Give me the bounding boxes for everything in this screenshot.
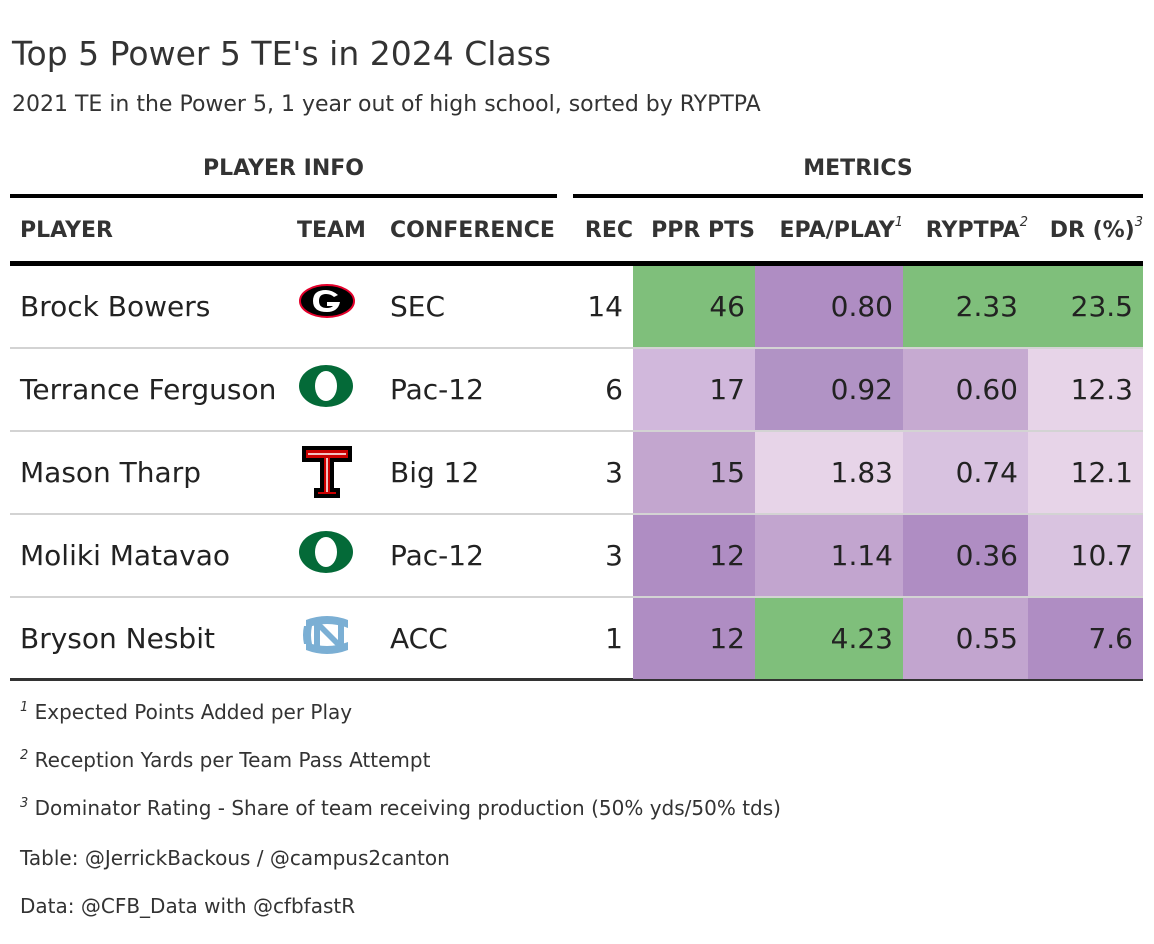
col-team: TEAM	[297, 218, 366, 243]
epa-cell: 4.23	[755, 598, 903, 679]
ppr-cell: 12	[633, 515, 755, 596]
oregon-logo-icon	[298, 361, 356, 419]
conference: Pac-12	[390, 539, 484, 572]
footnote-mark: 1	[894, 215, 903, 230]
footnote-mark: 1	[20, 700, 29, 715]
col-ppr: PPR PTS	[651, 218, 755, 243]
ppr-cell: 46	[633, 266, 755, 347]
texas-tech-logo-icon	[298, 444, 356, 502]
spanner-player-info: PLAYER INFO	[10, 156, 557, 198]
col-epa-label: EPA/PLAY	[779, 218, 895, 243]
dr-cell: 23.5	[1028, 266, 1143, 347]
source-note-data: Data: @CFB_Data with @cfbfastR	[20, 894, 356, 918]
col-epa: EPA/PLAY1	[779, 215, 903, 243]
footnote-text: Dominator Rating - Share of team receivi…	[34, 796, 781, 820]
table-row: Mason Tharp Big 12 3 15 1.83 0.74 12.1	[10, 432, 1143, 515]
rec: 1	[605, 622, 623, 655]
footnote-mark: 3	[20, 796, 29, 811]
footnote-mark: 2	[1019, 215, 1028, 230]
ryptpa-cell: 0.55	[903, 598, 1028, 679]
ppr-cell: 12	[633, 598, 755, 679]
rec: 3	[605, 539, 623, 572]
source-note-table: Table: @JerrickBackous / @campus2canton	[20, 846, 450, 870]
footnote-mark: 2	[20, 748, 29, 763]
ryptpa-cell: 0.74	[903, 432, 1028, 513]
ryptpa-cell: 0.60	[903, 349, 1028, 430]
table-row: Bryson Nesbit ACC 1 12 4.23 0.55 7.6	[10, 598, 1143, 681]
rec: 6	[605, 373, 623, 406]
conference: Big 12	[390, 456, 480, 489]
ppr-cell: 17	[633, 349, 755, 430]
epa-cell: 1.14	[755, 515, 903, 596]
ppr-cell: 15	[633, 432, 755, 513]
ryptpa-cell: 0.36	[903, 515, 1028, 596]
rec: 14	[587, 290, 623, 323]
table-row: Brock Bowers SEC 14 46 0.80 2.33 23.5	[10, 266, 1143, 349]
ryptpa-cell: 2.33	[903, 266, 1028, 347]
conference: SEC	[390, 290, 446, 323]
table-body: Brock Bowers SEC 14 46 0.80 2.33 23.5 Terrance …	[10, 266, 1143, 681]
player-name: Moliki Matavao	[20, 539, 231, 572]
player-name: Mason Tharp	[20, 456, 201, 489]
rec: 3	[605, 456, 623, 489]
epa-cell: 0.80	[755, 266, 903, 347]
dr-cell: 12.1	[1028, 432, 1143, 513]
oregon-logo-icon	[298, 527, 356, 585]
table-title: Top 5 Power 5 TE's in 2024 Class	[12, 34, 552, 73]
table-row: Moliki Matavao Pac-12 3 12 1.14 0.36 10.7	[10, 515, 1143, 598]
footnote-2: 2 Reception Yards per Team Pass Attempt	[20, 748, 430, 772]
col-ryptpa-label: RYPTPA	[925, 218, 1020, 243]
col-conference: CONFERENCE	[390, 218, 555, 243]
footnote-mark: 3	[1134, 215, 1143, 230]
dr-cell: 7.6	[1028, 598, 1143, 679]
col-player: PLAYER	[20, 218, 113, 243]
footnote-3: 3 Dominator Rating - Share of team recei…	[20, 796, 781, 820]
spanner-metrics: METRICS	[573, 156, 1143, 198]
footnote-text: Expected Points Added per Play	[34, 700, 353, 724]
table-subtitle: 2021 TE in the Power 5, 1 year out of hi…	[12, 92, 761, 117]
dr-cell: 12.3	[1028, 349, 1143, 430]
player-name: Brock Bowers	[20, 290, 211, 323]
dr-cell: 10.7	[1028, 515, 1143, 596]
column-headers: PLAYER TEAM CONFERENCE REC PPR PTS EPA/P…	[10, 200, 1143, 266]
footnote-1: 1 Expected Points Added per Play	[20, 700, 352, 724]
conference: Pac-12	[390, 373, 484, 406]
footnote-text: Reception Yards per Team Pass Attempt	[34, 748, 431, 772]
conference: ACC	[390, 622, 448, 655]
unc-logo-icon	[298, 610, 356, 668]
col-ryptpa: RYPTPA2	[925, 215, 1028, 243]
table-row: Terrance Ferguson Pac-12 6 17 0.92 0.60 12.3	[10, 349, 1143, 432]
player-name: Terrance Ferguson	[20, 373, 277, 406]
col-rec: REC	[584, 218, 633, 243]
georgia-logo-icon	[298, 278, 356, 336]
col-dr: DR (%)3	[1049, 215, 1143, 243]
player-name: Bryson Nesbit	[20, 622, 215, 655]
col-dr-label: DR (%)	[1049, 218, 1135, 243]
epa-cell: 1.83	[755, 432, 903, 513]
epa-cell: 0.92	[755, 349, 903, 430]
